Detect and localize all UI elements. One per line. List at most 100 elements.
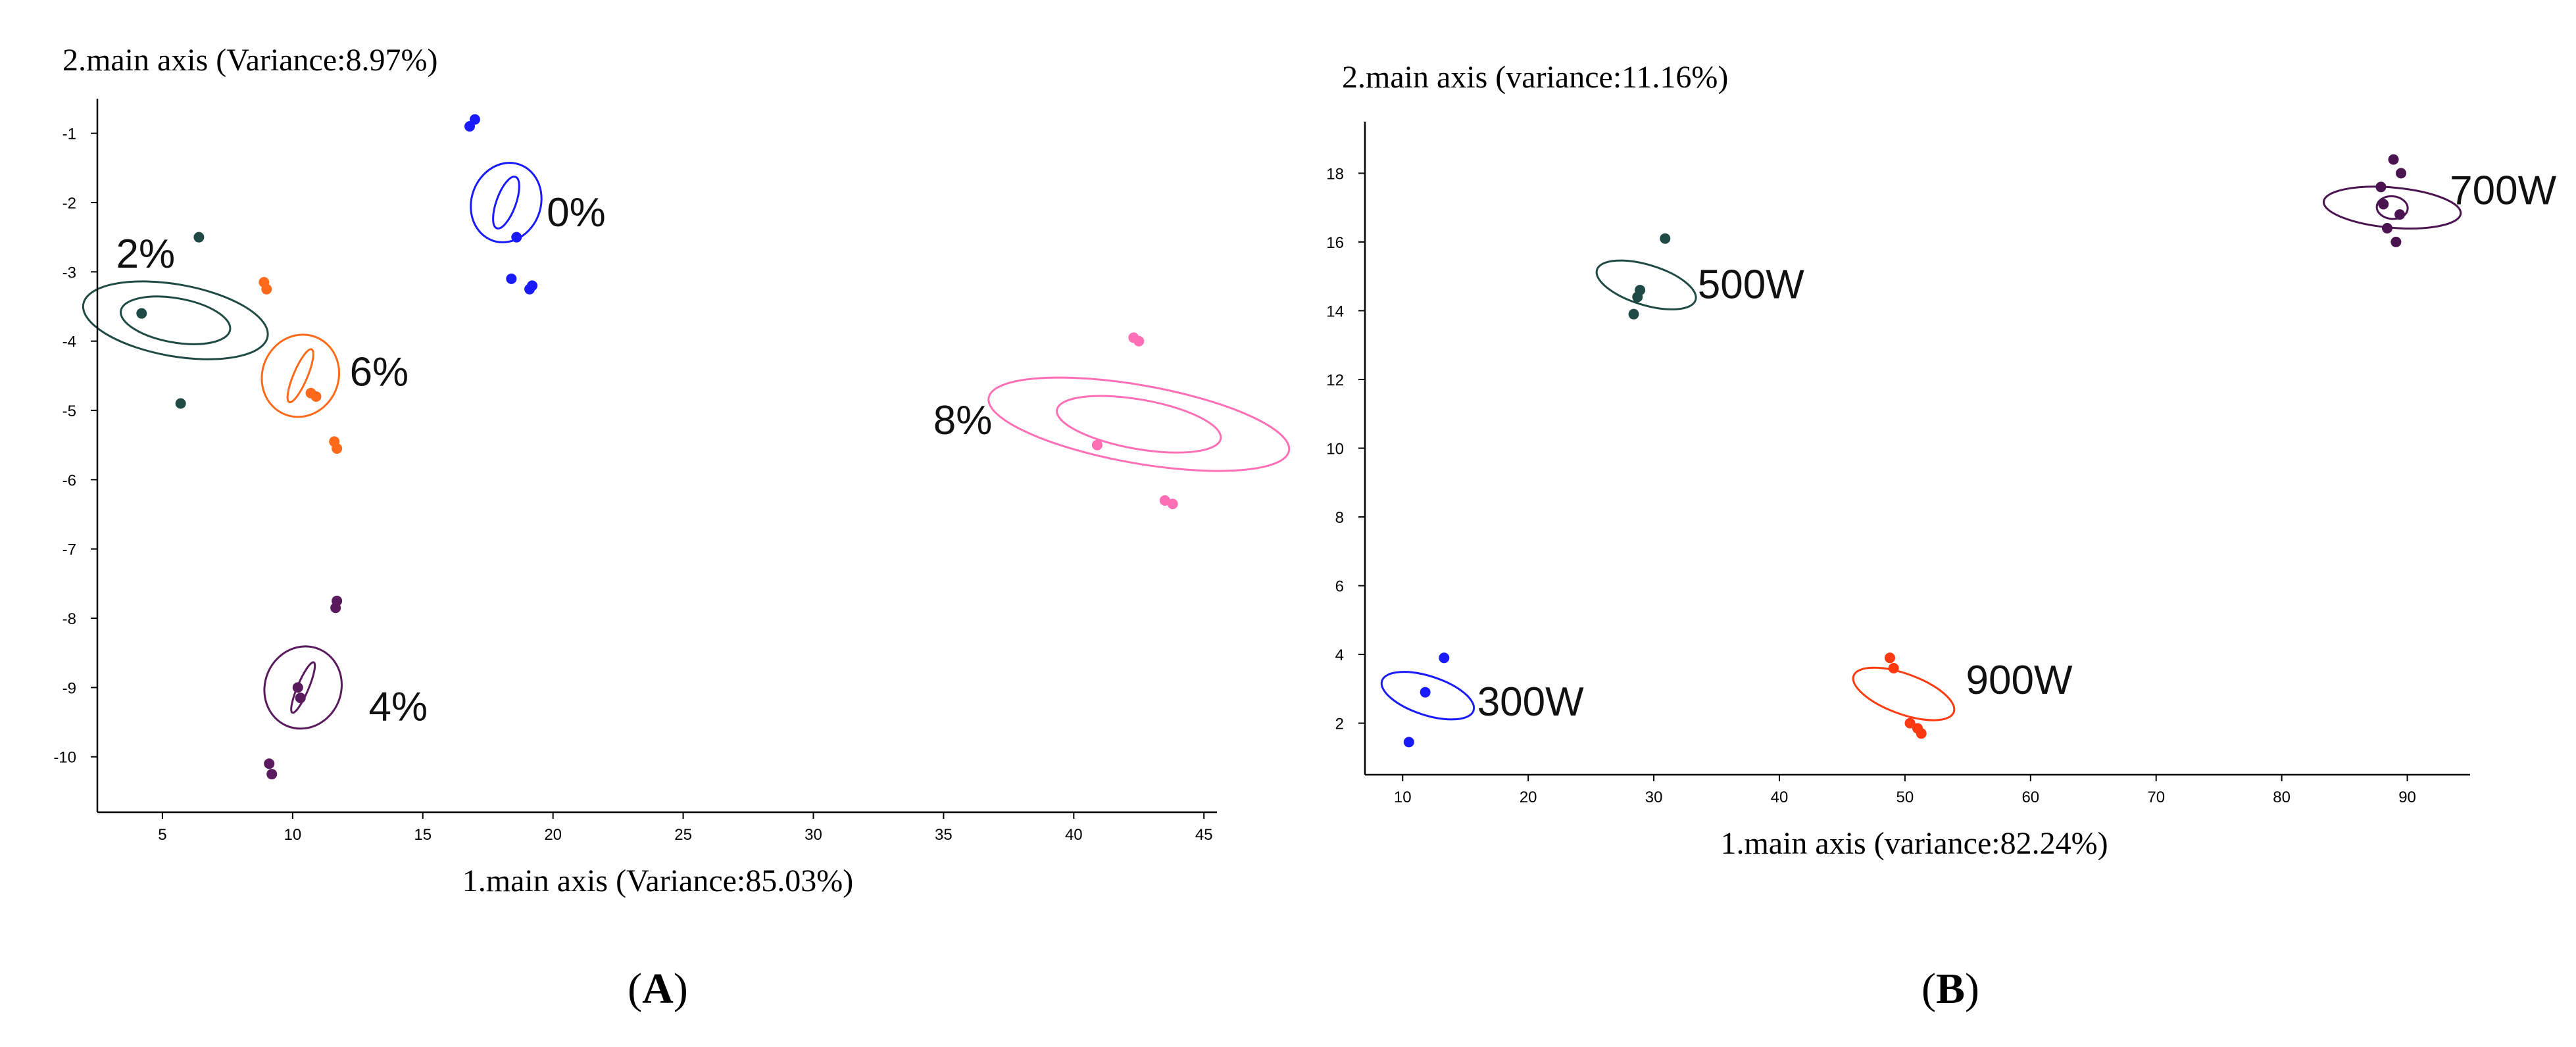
panel-b-x-tick-label: 50 xyxy=(1896,789,1914,806)
panel-b-y-tick-label: 12 xyxy=(1326,372,1344,389)
panel-a-y-tick-label: -9 xyxy=(62,679,76,697)
panel-b-y-tick-label: 2 xyxy=(1335,716,1344,733)
panel-b-ellipse-900w xyxy=(1852,666,1956,721)
panel-b-label-300w: 300W xyxy=(1477,679,1584,725)
panel-a-inner-ellipse-6pct xyxy=(286,348,314,404)
panel-b-point-300w xyxy=(1403,737,1414,748)
panel-a-x-tick-label: 45 xyxy=(1195,826,1213,844)
panel-a-ellipse-4pct xyxy=(263,645,343,730)
panel-b: 300W 500W 700W 900W 10 20 30 40 50 60 70 80 90 2 4 6 8… xyxy=(1326,60,2556,1013)
panel-a-point-2pct xyxy=(175,398,186,409)
panel-a-point-2pct xyxy=(193,231,205,243)
panel-a-label-6pct: 6% xyxy=(350,349,409,395)
panel-b-inner-ellipse-700w xyxy=(2375,195,2409,220)
panel-a-cluster-8pct: 8% xyxy=(933,332,1291,510)
panel-b-x-tick-label: 70 xyxy=(2147,789,2165,806)
panel-a-label-0pct: 0% xyxy=(547,190,606,235)
panel-b-ellipse-500w xyxy=(1595,259,1697,310)
panel-b-y-tick-label: 6 xyxy=(1335,578,1344,596)
panel-a-x-tick-label: 25 xyxy=(674,826,692,844)
panel-a-ylabel: 2.main axis (Variance:8.97%) xyxy=(62,43,437,78)
panel-a-point-4pct xyxy=(330,602,341,614)
panel-b-cluster-900w: 900W xyxy=(1852,652,2073,739)
panel-b-x-tick-label: 20 xyxy=(1520,789,1537,806)
panel-a-point-6pct xyxy=(332,443,343,454)
panel-b-label-700w: 700W xyxy=(2450,168,2556,214)
panel-b-point-300w xyxy=(1439,652,1450,664)
panel-a-label-4pct: 4% xyxy=(369,684,428,729)
panel-b-cluster-300w: 300W xyxy=(1380,652,1584,748)
panel-a-y-ticks: -1 -2 -3 -4 -5 -6 -7 -8 -9 -10 xyxy=(53,126,97,767)
panel-a-y-tick-label: -8 xyxy=(62,610,76,628)
panel-a-y-tick-label: -1 xyxy=(62,126,76,143)
panel-a-point-4pct xyxy=(292,682,303,693)
panel-b-x-tick-label: 10 xyxy=(1394,789,1412,806)
panel-b-point-300w xyxy=(1420,687,1431,698)
panel-b-point-900w xyxy=(1888,662,1899,673)
panel-a-ellipse-2pct xyxy=(82,280,269,360)
panel-a-point-0pct xyxy=(524,283,535,295)
panel-b-point-500w xyxy=(1628,308,1639,320)
panel-a-tag: (A) xyxy=(628,965,688,1013)
panel-a-plot-area: 0% 2% 4% 6% 8% xyxy=(82,114,1291,780)
panel-b-y-tick-label: 4 xyxy=(1335,646,1344,664)
panel-a-cluster-2pct: 2% xyxy=(82,231,269,409)
panel-b-y-tick-label: 10 xyxy=(1326,441,1344,458)
panel-a-x-tick-label: 15 xyxy=(414,826,432,844)
panel-b-point-500w xyxy=(1635,285,1646,296)
panel-b-x-tick-label: 30 xyxy=(1645,789,1663,806)
panel-a-ellipse-0pct xyxy=(470,162,543,243)
panel-b-x-tick-label: 40 xyxy=(1771,789,1789,806)
panel-a-point-0pct xyxy=(506,273,517,284)
panel-a-x-ticks: 5 10 15 20 25 30 35 40 45 xyxy=(158,812,1213,844)
panel-a-y-tick-label: -5 xyxy=(62,402,76,420)
panel-b-ellipse-700w xyxy=(2322,185,2462,230)
panel-b-point-700w xyxy=(2390,236,2402,247)
panel-b-point-700w xyxy=(2394,209,2406,220)
panel-b-point-500w xyxy=(1660,233,1671,244)
panel-a-inner-ellipse-0pct xyxy=(492,176,520,230)
panel-a-x-tick-label: 35 xyxy=(935,826,953,844)
panel-b-plot-area: 300W 500W 700W 900W xyxy=(1380,154,2557,748)
panel-a-x-tick-label: 40 xyxy=(1065,826,1083,844)
panel-b-y-tick-label: 14 xyxy=(1326,303,1344,320)
panel-b-y-ticks: 2 4 6 8 10 12 14 16 18 xyxy=(1326,165,1365,733)
panel-b-point-900w xyxy=(1916,728,1927,739)
panel-b-y-tick-label: 8 xyxy=(1335,509,1344,527)
panel-a-point-6pct xyxy=(310,391,322,402)
panel-b-label-500w: 500W xyxy=(1698,262,1804,307)
panel-b-tag: (B) xyxy=(1921,965,1979,1013)
panel-a: 0%2%4%6%8% 5 10 15 20 25 30 35 40 45 -1-2-3-4-5-… xyxy=(53,43,1291,1013)
panel-a-point-6pct xyxy=(261,283,272,295)
panel-a-y-tick-label: -6 xyxy=(62,472,76,489)
panel-a-ellipse-6pct xyxy=(260,333,341,418)
panel-a-inner-ellipse-2pct xyxy=(120,295,232,345)
panel-b-y-tick-label: 18 xyxy=(1326,165,1344,183)
panel-a-point-4pct xyxy=(264,758,275,769)
panel-b-xlabel: 1.main axis (variance:82.24%) xyxy=(1720,826,2108,861)
panel-b-cluster-700w: 700W xyxy=(2322,154,2557,247)
panel-a-label-8pct: 8% xyxy=(933,398,993,443)
panel-a-cluster-6pct: 6% xyxy=(259,277,409,454)
panel-b-ylabel: 2.main axis (variance:11.16%) xyxy=(1342,60,1728,95)
panel-a-point-8pct xyxy=(1167,499,1178,510)
panel-b-point-700w xyxy=(2388,154,2399,165)
panel-a-point-0pct xyxy=(511,231,522,243)
panel-a-inner-ellipse-8pct xyxy=(1056,395,1222,454)
panel-b-point-700w xyxy=(2378,199,2389,210)
panel-a-x-tick-label: 5 xyxy=(158,826,166,844)
panel-a-point-4pct xyxy=(295,693,306,704)
panel-b-point-900w xyxy=(1885,652,1895,664)
panel-b-point-700w xyxy=(2375,182,2387,193)
panel-a-x-tick-label: 30 xyxy=(805,826,822,844)
panel-b-point-700w xyxy=(2396,168,2406,179)
panel-a-point-0pct xyxy=(469,114,480,125)
panel-b-x-tick-label: 80 xyxy=(2273,789,2291,806)
panel-a-point-8pct xyxy=(1091,439,1102,450)
panel-a-ellipse-8pct xyxy=(987,376,1291,472)
panel-b-point-700w xyxy=(2382,223,2392,234)
panel-a-y-tick-label: -4 xyxy=(62,333,76,351)
panel-b-y-tick-label: 16 xyxy=(1326,234,1344,252)
panel-b-x-tick-label: 60 xyxy=(2021,789,2039,806)
